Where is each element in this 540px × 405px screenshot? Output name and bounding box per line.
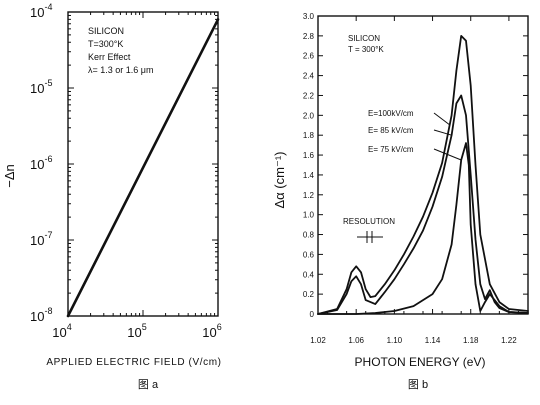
panel-b-x-axis-label: PHOTON ENERGY (eV) [355,355,486,369]
panel-b-label-100kv: E=100kV/cm [368,109,414,118]
panel-b-curve-100kv [317,35,529,315]
panel-b: 0 0.2 0.4 0.6 0.8 1.0 1.2 1.4 1.6 1.8 2.0 2.2 2.4 2.6… [272,12,529,391]
panel-a-kerr-line [66,18,220,318]
panel-a-x-axis-label: APPLIED ELECTRIC FIELD (V/cm) [46,357,221,368]
panel-b-y-tick-label: 2.2 [303,91,315,100]
panel-a-annotation-line-3: Kerr Effect [88,52,131,62]
panel-a-annotation-line-4: λ= 1.3 or 1.6 μm [88,65,153,75]
panel-a-y-tick-label: 10-8 [30,306,52,324]
panel-b-caption: 图 b [408,378,428,391]
panel-b-y-tick-label: 0.8 [303,231,315,240]
panel-a-y-axis-label: −Δn [2,164,17,188]
panel-b-series-labels: E=100kV/cm E= 85 kV/cm E= 75 kV/cm [368,109,462,161]
panel-b-x-tick-label: 1.06 [348,336,364,345]
panel-b-y-tick-label: 0.6 [303,250,315,259]
panel-b-label-85kv: E= 85 kV/cm [368,126,414,135]
panel-a-x-ticks: 104 105 106 [52,12,222,340]
panel-b-annotation: SILICON T = 300°K [348,34,384,54]
panel-b-x-tick-label: 1.02 [310,336,326,345]
panel-b-y-tick-label: 0.2 [303,290,315,299]
panel-b-label-100kv-leader [433,112,451,126]
panel-b-y-tick-label: 1.0 [303,211,315,220]
panel-b-annotation-line-2: T = 300°K [348,45,384,54]
panel-a: 10-8 10-7 10-6 10-5 10-4 104 105 106 SILICON T… [2,2,222,391]
panel-b-label-85kv-leader [433,129,452,136]
panel-a-y-tick-label: 10-6 [30,154,52,172]
panel-b-y-tick-label: 1.2 [303,191,315,200]
panel-b-y-tick-label: 2.4 [303,72,315,81]
panel-b-x-tick-label: 1.22 [501,336,517,345]
panel-b-x-ticks: 1.02 1.06 1.10 1.14 1.18 1.22 [310,16,519,345]
panel-b-y-tick-label: 2.8 [303,32,315,41]
panel-b-y-tick-label: 0 [310,310,315,319]
panel-b-resolution-label: RESOLUTION [343,217,395,226]
panel-b-y-tick-label: 1.6 [303,151,315,160]
panel-b-y-tick-label: 1.8 [303,131,315,140]
panel-a-y-tick-label: 10-4 [30,2,52,20]
panel-b-x-tick-label: 1.10 [387,336,403,345]
panel-a-y-ticks: 10-8 10-7 10-6 10-5 10-4 [30,2,218,324]
panel-b-y-axis-label: Δα (cm⁻¹) [272,152,287,209]
panel-a-x-tick-label: 104 [52,322,71,340]
panel-a-annotation-line-1: SILICON [88,26,124,36]
panel-b-y-tick-label: 3.0 [303,12,315,21]
panel-b-x-tick-label: 1.18 [463,336,479,345]
panel-b-resolution-marker: RESOLUTION [343,217,395,243]
panel-b-x-tick-label: 1.14 [425,336,441,345]
panel-a-x-tick-label: 105 [127,322,146,340]
panel-b-label-75kv: E= 75 kV/cm [368,145,414,154]
panel-b-y-tick-label: 2.6 [303,52,315,61]
panel-b-y-tick-label: 0.4 [303,270,315,279]
panel-b-curve-85kv [317,94,529,315]
panel-a-series [66,18,220,318]
panel-b-annotation-line-1: SILICON [348,34,380,43]
panel-b-plot-frame [317,15,529,315]
panel-b-series [317,35,529,315]
panel-a-x-tick-label: 106 [202,322,221,340]
panel-a-caption: 图 a [138,378,159,391]
panel-a-y-tick-label: 10-7 [30,230,52,248]
panel-b-y-tick-label: 2.0 [303,111,315,120]
panel-b-y-ticks: 0 0.2 0.4 0.6 0.8 1.0 1.2 1.4 1.6 1.8 2.0 2.2 2.4 2.6… [303,12,528,319]
panel-a-y-tick-label: 10-5 [30,78,52,96]
panel-b-label-75kv-leader [433,148,462,161]
panel-a-annotation: SILICON T=300°K Kerr Effect λ= 1.3 or 1.… [88,26,153,75]
panel-b-curve-75kv [317,142,529,315]
panel-a-annotation-line-2: T=300°K [88,39,123,49]
panel-b-y-tick-label: 1.4 [303,171,315,180]
